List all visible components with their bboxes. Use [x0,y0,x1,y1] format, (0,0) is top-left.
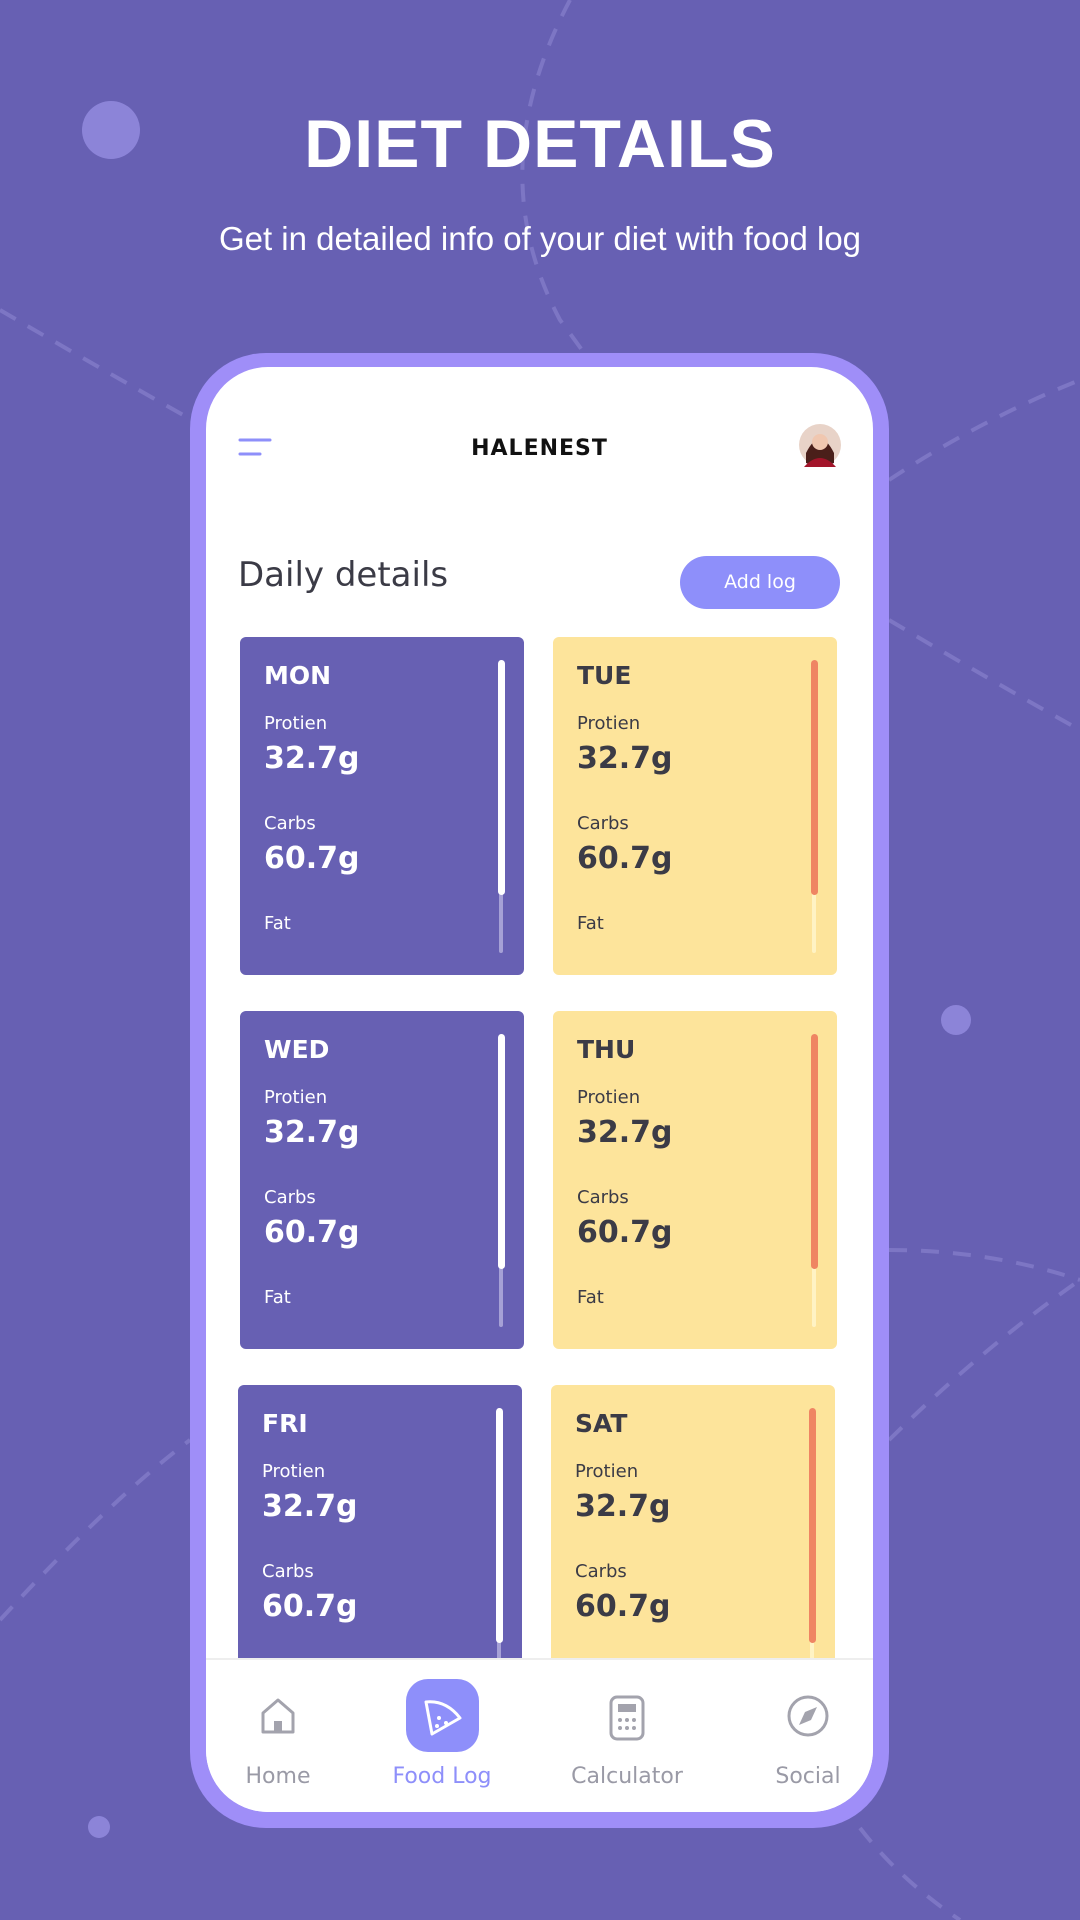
card-content: FRI Protien 32.7g Carbs 60.7g [238,1385,522,1658]
carbs-label: Carbs [577,813,629,834]
fat-label: Fat [264,913,291,934]
protein-label: Protien [262,1461,326,1482]
day-card[interactable]: WED Protien 32.7g Carbs 60.7g Fat [240,1011,524,1349]
carbs-label: Carbs [577,1187,629,1208]
card-content: SAT Protien 32.7g Carbs 60.7g [551,1385,835,1658]
protein-label: Protien [577,1087,641,1108]
carbs-label: Carbs [264,1187,316,1208]
day-card[interactable]: FRI Protien 32.7g Carbs 60.7g [238,1385,522,1658]
scroll-thumb [811,1034,818,1269]
app-name: HALENEST [471,436,608,461]
day-card[interactable]: SAT Protien 32.7g Carbs 60.7g [551,1385,835,1658]
add-log-button[interactable]: Add log [680,556,840,609]
day-label: WED [264,1035,330,1064]
fat-label: Fat [264,1287,291,1308]
scroll-thumb [498,1034,505,1269]
fat-label: Fat [577,1287,604,1308]
carbs-label: Carbs [575,1561,627,1582]
carbs-value: 60.7g [264,841,360,876]
protein-value: 32.7g [577,1115,673,1150]
bottom-nav: Home Food Log Calculator Social [206,1658,873,1812]
card-content: MON Protien 32.7g Carbs 60.7g Fat [240,637,524,953]
page-subtitle: Get in detailed info of your diet with f… [218,220,862,257]
carbs-value: 60.7g [577,1215,673,1250]
phone-screen: HALENEST Daily details Add log MON Protie… [206,367,873,1812]
card-content: THU Protien 32.7g Carbs 60.7g Fat [553,1011,837,1327]
carbs-value: 60.7g [264,1215,360,1250]
scroll-thumb [811,660,818,895]
scroll-thumb [496,1408,503,1643]
protein-label: Protien [575,1461,639,1482]
menu-icon[interactable] [238,437,272,457]
protein-value: 32.7g [575,1489,671,1524]
nav-label[interactable]: Home [245,1764,311,1789]
day-label: THU [577,1035,636,1064]
day-card[interactable]: MON Protien 32.7g Carbs 60.7g Fat [240,637,524,975]
protein-value: 32.7g [577,741,673,776]
day-card[interactable]: TUE Protien 32.7g Carbs 60.7g Fat [553,637,837,975]
page-title: DIET DETAILS [304,106,776,182]
day-label: FRI [262,1409,308,1438]
scroll-thumb [809,1408,816,1643]
day-card[interactable]: THU Protien 32.7g Carbs 60.7g Fat [553,1011,837,1349]
day-label: SAT [575,1409,628,1438]
carbs-label: Carbs [264,813,316,834]
card-list: MON Protien 32.7g Carbs 60.7g Fat TUE Protien 32… [206,367,873,1658]
carbs-value: 60.7g [575,1589,671,1624]
fat-label: Fat [577,913,604,934]
nav-label[interactable]: Social [775,1764,841,1789]
nav-label[interactable]: Food Log [392,1764,492,1789]
section-title: Daily details [238,555,449,595]
nav-icons [261,1695,829,1741]
protein-value: 32.7g [264,1115,360,1150]
scroll-thumb [498,660,505,895]
nav-label[interactable]: Calculator [571,1764,683,1789]
carbs-label: Carbs [262,1561,314,1582]
day-label: MON [264,661,332,690]
protein-label: Protien [264,713,328,734]
protein-value: 32.7g [264,741,360,776]
carbs-value: 60.7g [262,1589,358,1624]
card-content: TUE Protien 32.7g Carbs 60.7g Fat [553,637,837,953]
protein-value: 32.7g [262,1489,358,1524]
protein-label: Protien [264,1087,328,1108]
day-label: TUE [577,661,632,690]
card-content: WED Protien 32.7g Carbs 60.7g Fat [240,1011,524,1327]
active-tab-bg [406,1679,479,1752]
avatar[interactable] [798,423,842,467]
protein-label: Protien [577,713,641,734]
carbs-value: 60.7g [577,841,673,876]
